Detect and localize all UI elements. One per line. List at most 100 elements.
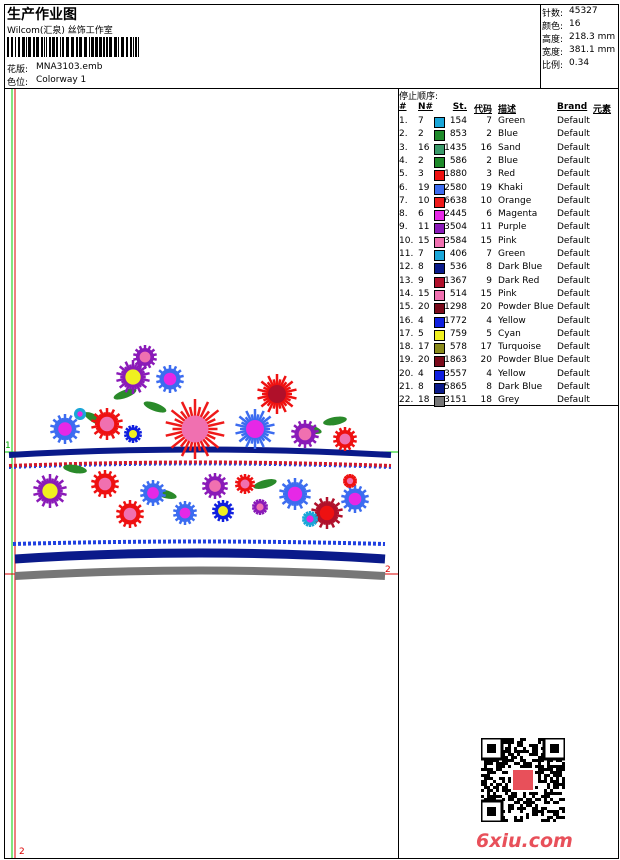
column-header: Brand xyxy=(557,102,588,112)
flower-center xyxy=(163,372,177,386)
stat-label: 颜色: xyxy=(542,22,564,32)
qr-module xyxy=(544,819,547,822)
qr-module xyxy=(538,780,541,783)
qr-module xyxy=(547,795,550,798)
color-swatch xyxy=(434,196,445,208)
qr-module xyxy=(532,795,535,798)
code: 17 xyxy=(480,342,492,353)
flower-center xyxy=(98,477,112,491)
qr-module xyxy=(559,807,562,810)
qr-module xyxy=(484,768,487,771)
flower-center xyxy=(319,505,335,521)
needle: 5 xyxy=(418,328,424,339)
brand: Default xyxy=(557,288,590,299)
row-index: 13. xyxy=(399,275,414,286)
flower-center xyxy=(179,507,191,519)
bar-stripe xyxy=(41,37,43,57)
qr-module xyxy=(538,768,541,771)
description: Magenta xyxy=(498,209,538,220)
code: 3 xyxy=(486,169,492,180)
qr-module xyxy=(508,741,511,744)
qr-module xyxy=(520,756,523,759)
qr-module xyxy=(499,765,502,768)
qr-module xyxy=(562,810,565,813)
bar-stripe xyxy=(7,37,9,57)
column-header: # xyxy=(399,102,407,112)
code: 4 xyxy=(486,315,492,326)
qr-module xyxy=(529,744,532,747)
color-swatch xyxy=(434,183,445,195)
qr-module xyxy=(544,801,547,804)
column-header: 元素 xyxy=(593,105,612,115)
description: Sand xyxy=(498,142,521,153)
stitches: 1880 xyxy=(444,169,467,180)
qr-module xyxy=(523,765,526,768)
qr-module xyxy=(517,819,520,822)
qr-module xyxy=(559,798,562,801)
qr-module xyxy=(520,810,523,813)
brand: Default xyxy=(557,395,590,406)
qr-module xyxy=(556,774,559,777)
qr-module xyxy=(505,792,508,795)
qr-module xyxy=(559,792,562,795)
row-index: 17. xyxy=(399,328,414,339)
description: Pink xyxy=(498,235,517,246)
description: Powder Blue xyxy=(498,302,554,313)
color-swatch xyxy=(434,263,445,275)
bar-stripe xyxy=(26,37,27,57)
qr-module xyxy=(538,810,541,813)
row-index: 10. xyxy=(399,235,414,246)
qr-module xyxy=(532,759,535,762)
stitches: 3504 xyxy=(444,222,467,233)
color-swatch xyxy=(434,396,445,408)
qr-module xyxy=(508,744,511,747)
qr-module xyxy=(550,771,553,774)
bar-stripe xyxy=(71,37,74,57)
qr-module xyxy=(508,798,511,801)
qr-module xyxy=(514,762,517,765)
qr-module xyxy=(532,792,535,795)
qr-module xyxy=(550,789,553,792)
qr-module xyxy=(562,783,565,786)
qr-module xyxy=(487,792,490,795)
qr-module xyxy=(556,813,559,816)
bar-stripe xyxy=(62,37,64,57)
qr-module xyxy=(511,738,514,741)
color-swatch xyxy=(434,250,445,261)
bar-stripe xyxy=(44,37,45,57)
qr-module xyxy=(544,807,547,810)
qr-module xyxy=(508,759,511,762)
brand: Default xyxy=(557,222,590,233)
qr-module xyxy=(508,807,511,810)
color-swatch xyxy=(434,369,445,381)
bar-stripe xyxy=(109,37,112,57)
description: Red xyxy=(498,169,516,180)
brand: Default xyxy=(557,355,590,366)
description: Orange xyxy=(498,195,532,206)
qr-module xyxy=(529,762,532,765)
table-caption: 停止顺序: xyxy=(399,92,439,102)
needle: 18 xyxy=(418,395,430,406)
brand: Default xyxy=(557,116,590,126)
qr-module xyxy=(523,807,526,810)
stitches: 2580 xyxy=(444,182,467,193)
bar-stripe xyxy=(138,37,139,57)
qr-module xyxy=(547,768,550,771)
qr-module xyxy=(517,807,520,810)
qr-module xyxy=(550,780,553,783)
description: Green xyxy=(498,116,526,126)
qr-module xyxy=(493,780,496,783)
needle: 20 xyxy=(418,302,430,313)
brand: Default xyxy=(557,342,590,353)
needle: 7 xyxy=(418,249,424,259)
qr-module xyxy=(487,786,490,789)
stat-label: 针数: xyxy=(542,9,564,19)
needle: 2 xyxy=(418,129,424,140)
qr-module xyxy=(496,783,499,786)
qr-module xyxy=(526,804,529,807)
qr-module xyxy=(502,762,505,765)
code: 19 xyxy=(480,182,492,193)
qr-module xyxy=(541,795,544,798)
stitches: 154 xyxy=(449,116,467,126)
